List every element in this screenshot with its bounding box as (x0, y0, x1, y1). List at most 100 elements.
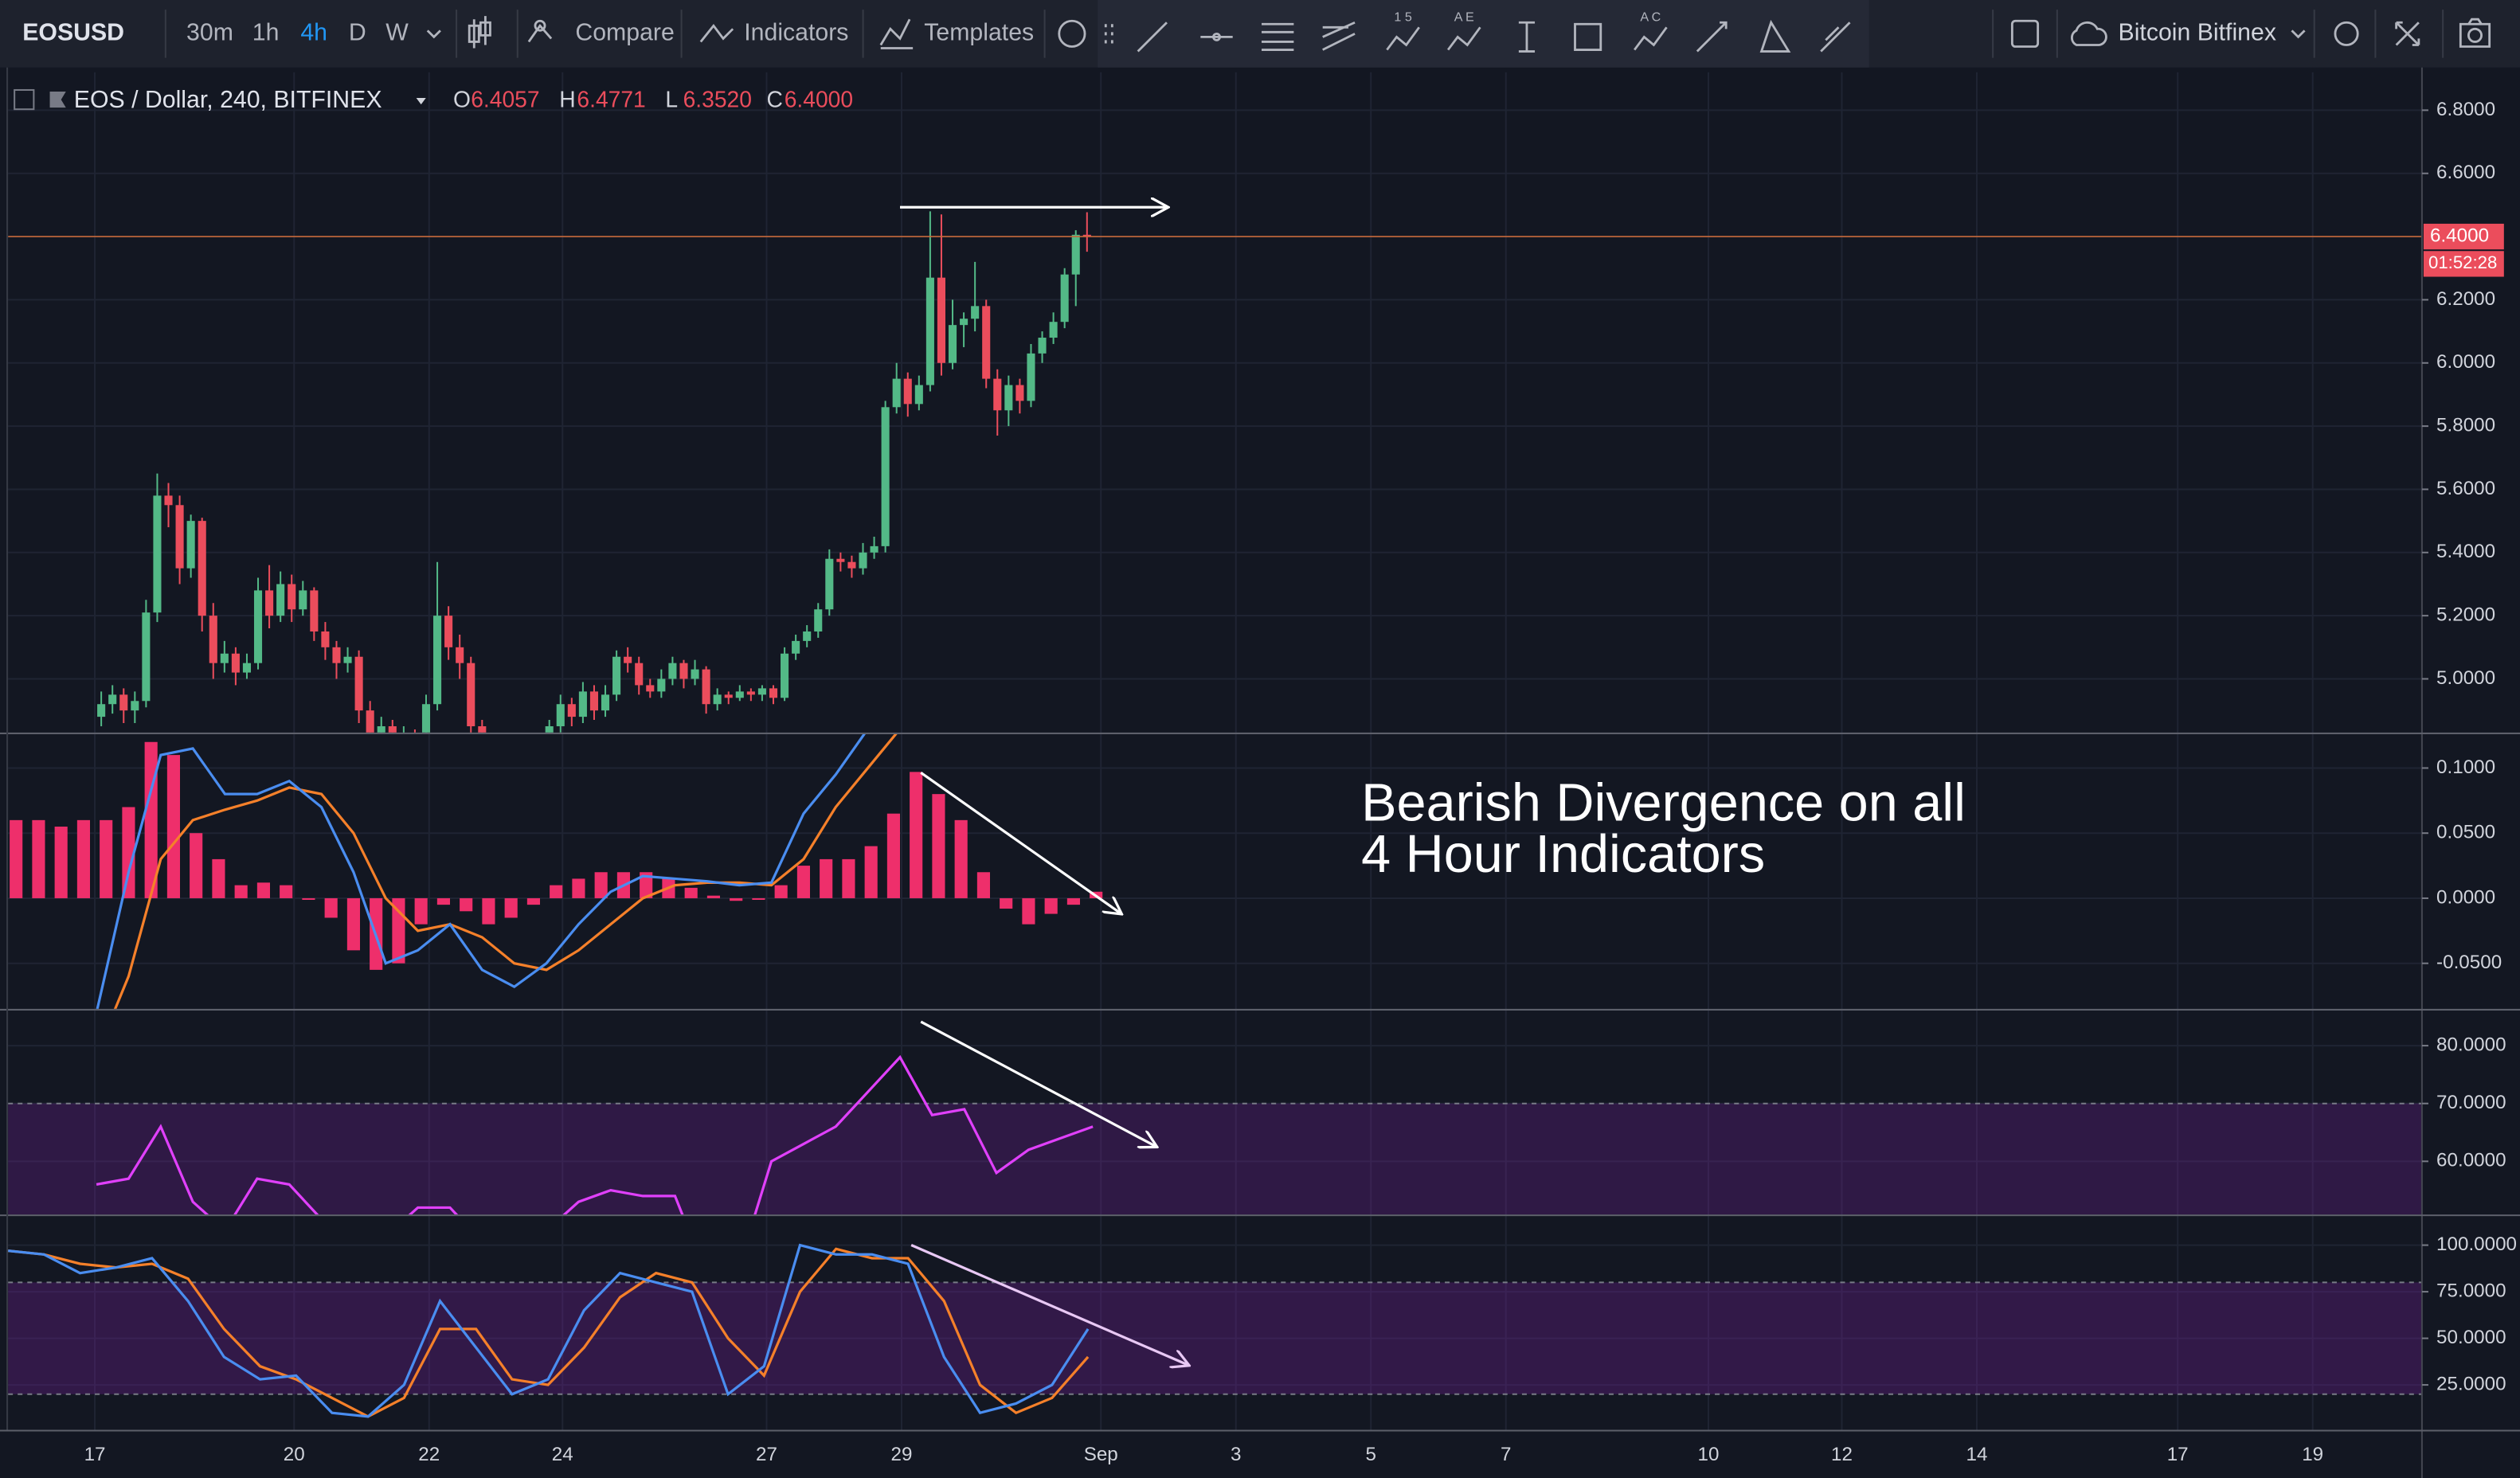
toolbar-button[interactable]: Templates (924, 19, 1034, 45)
drawing-tool[interactable] (1322, 21, 1356, 51)
candle-body (971, 306, 980, 319)
camera-lens[interactable] (2467, 27, 2483, 43)
y-tick-label: -0.0500 (2436, 952, 2502, 973)
histogram-bar (820, 858, 833, 898)
candle-body (1027, 353, 1035, 401)
candle-body (231, 653, 240, 673)
settings-icon[interactable] (2334, 21, 2359, 46)
signal-line (113, 733, 898, 1009)
candle-body (444, 616, 453, 647)
drawing-tool[interactable] (1446, 26, 1481, 51)
candle-body (164, 495, 173, 506)
stoch-pane (8, 1243, 2422, 1418)
candle-body (388, 725, 397, 733)
compare-icon[interactable] (527, 19, 553, 43)
candle-icon[interactable] (468, 16, 491, 49)
tool-label[interactable]: A E (1454, 10, 1474, 24)
candle-body (646, 685, 655, 692)
ohlc-value: 6.4771 (577, 87, 645, 112)
candle-body (153, 495, 162, 613)
symbol-title[interactable]: EOS / Dollar, 240, BITFINEX (74, 87, 382, 113)
y-tick-label: 0.0500 (2436, 822, 2495, 843)
candle-body (892, 378, 901, 408)
arrow (920, 1020, 1157, 1147)
candle-body (746, 691, 755, 695)
candle-body (803, 631, 812, 641)
stoch-band (8, 1282, 2422, 1394)
candle-body (601, 694, 610, 711)
histogram-bar (864, 846, 878, 898)
interval-button[interactable]: W (385, 19, 409, 45)
histogram-bar (774, 885, 788, 898)
fullscreen-icon[interactable] (2395, 21, 2420, 46)
candle-body (567, 704, 576, 717)
indicators-icon[interactable] (699, 23, 734, 43)
drawing-tool[interactable] (1386, 26, 1420, 51)
interval-caret[interactable] (426, 29, 441, 39)
y-tick-label: 60.0000 (2436, 1150, 2506, 1171)
histogram-bar (1022, 897, 1035, 925)
candle-body (366, 710, 374, 733)
drawing-tool[interactable] (1262, 22, 1294, 51)
candle-body (937, 277, 946, 363)
candle-body (310, 590, 319, 631)
candle-body (377, 725, 385, 733)
interval-button[interactable]: 1h (252, 19, 280, 45)
y-tick-label: 6.8000 (2436, 99, 2495, 120)
date-label: 12 (1831, 1444, 1853, 1465)
select-icon[interactable] (2010, 19, 2040, 48)
toolbar-button[interactable]: Compare (575, 19, 674, 45)
candle-body (769, 688, 778, 698)
templates-icon[interactable] (879, 18, 914, 49)
tool-label[interactable]: A C (1640, 10, 1661, 24)
candle-body (321, 631, 330, 647)
candle-body (198, 521, 206, 616)
drawing-tool[interactable] (1820, 22, 1851, 53)
candle-body (119, 694, 128, 711)
date-label: 17 (84, 1444, 106, 1465)
expand-icon[interactable] (14, 88, 35, 111)
candle-body (242, 663, 252, 673)
ohlc-value: 6.4000 (785, 87, 853, 112)
drawing-tool[interactable] (1574, 22, 1602, 51)
interval-button[interactable]: D (349, 19, 366, 45)
histogram-bar (594, 872, 608, 898)
tool-label[interactable]: 1 5 (1394, 10, 1411, 24)
exchange-caret[interactable] (2291, 29, 2306, 39)
candle-body (545, 725, 554, 733)
exchange[interactable]: Bitcoin Bitfinex (2119, 19, 2276, 45)
drawing-tool[interactable] (1137, 22, 1168, 53)
drawing-tool[interactable] (1759, 19, 1791, 53)
drawing-tool[interactable] (1696, 21, 1728, 53)
toolbar-button[interactable]: Indicators (744, 19, 848, 45)
symbol[interactable]: EOSUSD (22, 19, 124, 45)
interval-button[interactable]: 30m (186, 19, 233, 45)
interval-button[interactable]: 4h (300, 19, 327, 45)
alert-icon[interactable] (1058, 19, 1086, 48)
annotation-text: 4 Hour Indicators (1361, 825, 1765, 884)
candle-body (299, 590, 307, 610)
drawing-toolbar (1098, 0, 1869, 68)
arrow (920, 772, 1121, 914)
caret[interactable] (416, 98, 426, 105)
y-tick-label: 25.0000 (2436, 1373, 2506, 1394)
cloud-icon[interactable] (2071, 21, 2107, 46)
drawing-tool[interactable] (1200, 32, 1233, 41)
candle-body (612, 656, 621, 695)
candle-body (825, 558, 834, 610)
candle-body (142, 612, 151, 702)
date-label: 5 (1365, 1444, 1375, 1465)
histogram-bar (572, 878, 585, 898)
ohlc-value: 6.4057 (471, 87, 539, 112)
drawing-tool[interactable] (1634, 26, 1668, 51)
camera-icon[interactable] (2459, 18, 2491, 48)
histogram-bar (910, 772, 923, 898)
toolbar-items: EOSUSD 30m 1h 4h D W Compare Indicators Template… (22, 10, 2491, 58)
d-line (8, 1247, 1090, 1418)
candle-body (467, 663, 475, 726)
date-label: 24 (552, 1444, 573, 1465)
candle-body (982, 306, 991, 379)
candle-body (903, 378, 912, 405)
candle-body (635, 663, 644, 686)
drawing-tool[interactable] (1518, 21, 1536, 53)
